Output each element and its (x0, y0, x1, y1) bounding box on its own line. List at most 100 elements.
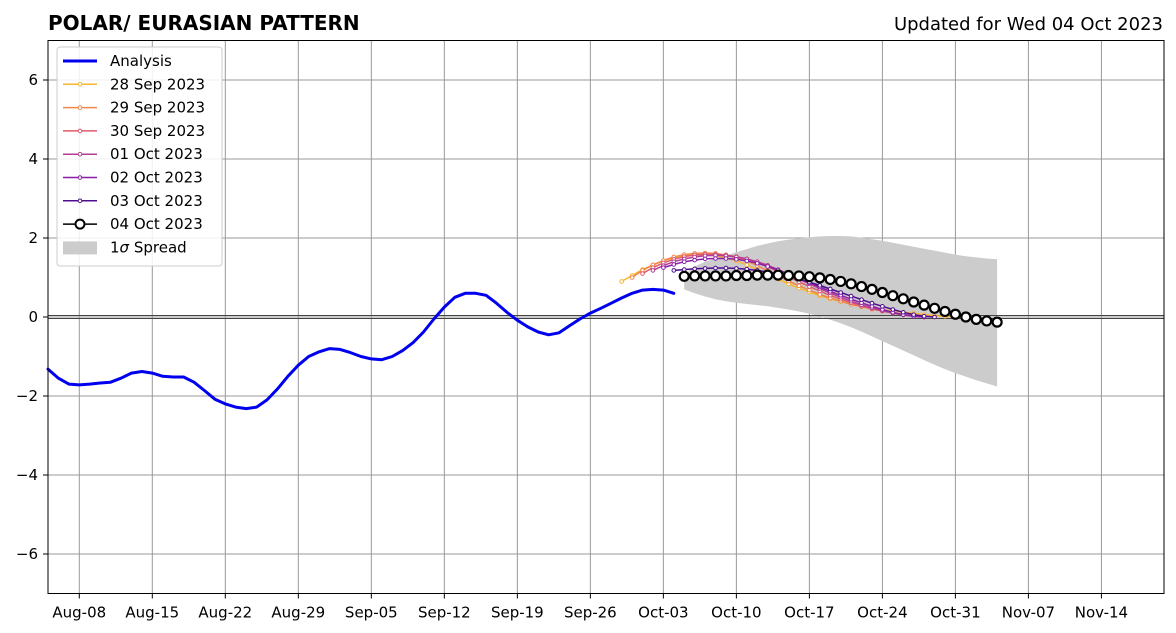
x-tick-label: Oct-24 (857, 604, 907, 622)
current-forecast-point (991, 316, 1003, 328)
x-tick-label: Oct-17 (784, 604, 834, 622)
forecast-point (859, 297, 864, 302)
legend-item: 29 Sep 2023 (63, 99, 205, 117)
forecast-point (838, 290, 843, 295)
current-forecast-point (772, 269, 784, 281)
current-forecast-point (981, 315, 993, 327)
forecast-point (671, 268, 677, 273)
current-forecast-point (814, 272, 826, 284)
legend-label: 02 Oct 2023 (110, 169, 203, 187)
legend-swatch (63, 241, 97, 255)
chart-subtitle: Updated for Wed 04 Oct 2023 (894, 14, 1163, 35)
legend-label: 30 Sep 2023 (110, 122, 205, 140)
current-forecast-point (793, 270, 805, 282)
current-forecast-point (762, 269, 774, 281)
legend-label: 03 Oct 2023 (110, 192, 203, 210)
forecast-point (713, 265, 718, 271)
forecast-point (921, 313, 927, 319)
forecast-point (817, 283, 823, 288)
x-tick-label: Nov-07 (1002, 604, 1055, 622)
legend-item: 30 Sep 2023 (63, 122, 205, 140)
forecast-point (702, 266, 708, 271)
current-forecast-point (887, 290, 899, 302)
current-forecast-point (949, 308, 962, 320)
x-tick-label: Oct-31 (930, 604, 980, 622)
legend-item: 03 Oct 2023 (63, 192, 203, 210)
analysis-line (46, 287, 676, 411)
current-forecast-point (960, 311, 972, 323)
legend-swatch-marker (77, 198, 83, 204)
legend-label: 28 Sep 2023 (110, 75, 205, 93)
forecast-point (827, 286, 833, 292)
forecast-point (734, 257, 739, 262)
forecast-point (890, 307, 896, 312)
x-tick-label: Sep-19 (491, 604, 544, 622)
forecast-point (681, 259, 687, 265)
legend-item: Analysis (63, 52, 172, 70)
legend-box (56, 46, 223, 267)
current-forecast-point (803, 271, 815, 283)
current-forecast-point (751, 269, 763, 281)
analysis-series (46, 287, 676, 411)
x-tick-label: Aug-15 (125, 604, 179, 622)
current-forecast-point (908, 296, 920, 308)
forecast-point (661, 265, 666, 270)
x-tick-label: Sep-05 (345, 604, 398, 622)
legend-swatch-marker (77, 128, 83, 134)
current-forecast-point (866, 283, 878, 295)
x-tick-label: Aug-22 (198, 604, 252, 622)
y-tick-label: −2 (16, 387, 38, 405)
axis-ticks: Aug-08 Aug-15 Aug-22 Aug-29 Sep-05 Sep-12 Sep-… (16, 71, 1128, 622)
current-forecast-point (855, 280, 868, 293)
forecast-point (911, 312, 916, 317)
x-tick-label: Sep-12 (418, 604, 471, 622)
forecast-point (650, 268, 656, 273)
forecast-point (619, 279, 624, 284)
legend-swatch-marker (77, 151, 83, 157)
current-forecast-point (689, 270, 701, 282)
y-tick-label: 0 (28, 308, 38, 326)
forecast-point (744, 262, 750, 268)
legend-swatch-marker (77, 105, 83, 110)
legend-label: Analysis (110, 52, 172, 70)
y-tick-label: −6 (16, 545, 38, 563)
forecast-point (640, 271, 645, 276)
forecast-point (692, 257, 697, 263)
current-forecast-point (835, 275, 847, 288)
x-tick-label: Aug-29 (271, 604, 325, 622)
current-forecast-point (939, 305, 951, 318)
current-forecast-point (970, 313, 982, 325)
x-tick-label: Nov-14 (1075, 604, 1128, 622)
current-forecast-point (897, 293, 909, 305)
legend-label: 29 Sep 2023 (110, 99, 205, 117)
forecast-point (754, 260, 760, 266)
current-forecast-point (678, 270, 690, 282)
forecast-point (713, 256, 718, 261)
forecast-point (629, 275, 635, 280)
forecast-point (723, 256, 729, 261)
current-forecast-point (918, 299, 930, 311)
forecast-point (744, 258, 750, 264)
legend-label: 01 Oct 2023 (110, 145, 203, 163)
current-forecast-point (741, 269, 753, 282)
current-forecast-point (730, 269, 742, 282)
y-tick-label: 2 (28, 229, 38, 247)
legend: Analysis 28 Sep 2023 29 Sep 2023 30 Sep 202… (56, 46, 223, 267)
legend-swatch-marker (77, 82, 83, 87)
legend-item: 28 Sep 2023 (63, 75, 205, 93)
x-tick-label: Oct-03 (638, 604, 688, 622)
current-forecast-point (782, 269, 795, 282)
forecast-point (702, 256, 708, 262)
y-tick-label: 6 (28, 71, 38, 89)
legend-item: 04 Oct 2023 (63, 215, 203, 233)
x-tick-label: Sep-26 (564, 604, 617, 622)
legend-swatch-marker (77, 175, 83, 180)
current-forecast-point (709, 270, 722, 282)
legend-label: 1σ Spread (110, 238, 187, 256)
forecast-point (723, 265, 729, 271)
y-tick-label: 4 (28, 150, 38, 168)
legend-item: 1σ Spread (63, 238, 187, 256)
current-forecast-point (928, 302, 941, 314)
forecast-point (932, 314, 937, 320)
forecast-point (880, 304, 885, 309)
